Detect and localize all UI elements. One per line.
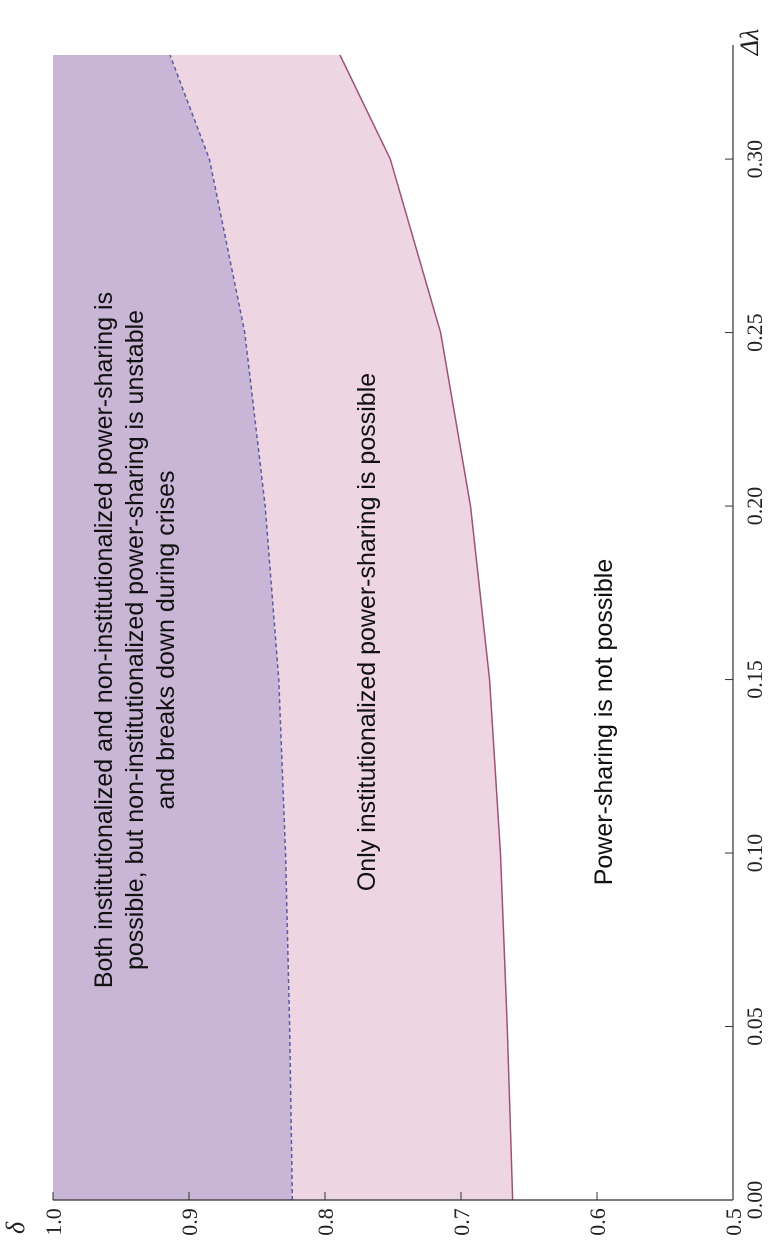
- boundary-line: [169, 54, 294, 1201]
- y-tick-label: 1.0: [41, 1208, 66, 1236]
- boundary-line: [339, 54, 514, 1201]
- y-tick-label: 0.9: [177, 1208, 202, 1236]
- y-tick-label: 0.6: [585, 1208, 610, 1236]
- region-label: Both institutionalized and non-instituti…: [90, 292, 118, 988]
- region-fill: [53, 55, 293, 1200]
- x-tick-label: 0.00: [742, 1181, 767, 1220]
- y-tick-label: 0.7: [449, 1208, 474, 1236]
- x-tick-label: 0.25: [742, 313, 767, 352]
- x-tick-label: 0.10: [742, 834, 767, 873]
- y-tick-label: 0.8: [313, 1208, 338, 1236]
- y-tick-label: 0.5: [721, 1208, 746, 1236]
- region-label: Only institutionalized power-sharing is …: [353, 373, 381, 891]
- x-tick-label: 0.20: [742, 487, 767, 526]
- x-tick-label: 0.05: [742, 1007, 767, 1046]
- x-axis-label: Δλ: [735, 29, 764, 57]
- x-tick-label: 0.15: [742, 660, 767, 699]
- region-label: Power-sharing is not possible: [590, 559, 618, 886]
- region-label: and breaks down during crises: [152, 470, 180, 809]
- x-tick-label: 0.30: [742, 140, 767, 179]
- y-axis-label: δ: [1, 1221, 30, 1234]
- region-fill: [169, 55, 513, 1200]
- region-label: possible, but non-institutionalized powe…: [121, 310, 149, 970]
